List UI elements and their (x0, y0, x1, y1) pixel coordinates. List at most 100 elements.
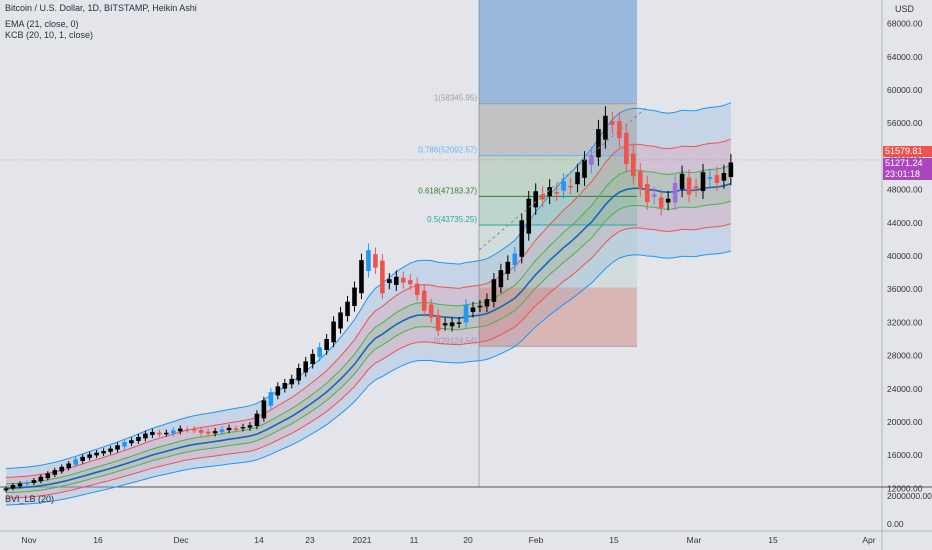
fib-extension-zone (479, 0, 637, 104)
candle-body (693, 186, 699, 189)
candle-body (589, 155, 594, 165)
candle-body (380, 260, 385, 294)
candle-body (296, 368, 302, 381)
candle-body (617, 121, 622, 139)
candle-body (700, 172, 706, 192)
candle-body (198, 429, 204, 433)
candle-body (665, 198, 671, 203)
candle-body (407, 280, 413, 285)
fib-level-label: 0(29124.54) (434, 336, 477, 345)
candle-body (170, 430, 176, 434)
time-tick-label: 15 (768, 535, 778, 545)
candle-body (24, 482, 30, 485)
fib-level-label: 1(58345.95) (434, 94, 477, 103)
candle-body (610, 121, 615, 125)
time-tick-label: 20 (463, 535, 473, 545)
price-tick-label: 44000.00 (887, 218, 923, 228)
price-tick-label: 36000.00 (887, 284, 923, 294)
candle-body (547, 187, 552, 197)
candle-body (394, 276, 399, 285)
price-tick-label: 28000.00 (887, 351, 923, 361)
fib-level-label: 0.5(43735.25) (427, 215, 477, 224)
time-tick-label: 11 (410, 535, 419, 545)
candle-body (101, 451, 106, 454)
candle-body (714, 175, 720, 183)
candle-body (143, 433, 148, 439)
fib-level-label: 0.618(47183.37) (418, 186, 477, 195)
candle-body (338, 312, 343, 329)
ema-line (5, 182, 732, 490)
candle-body (31, 480, 37, 483)
candle-body (94, 452, 99, 456)
time-tick-label: 15 (609, 535, 619, 545)
candle-body (519, 220, 525, 257)
candle-body (603, 115, 608, 140)
bvi-legend[interactable]: BVI_LB (20) (5, 494, 55, 504)
candle-body (254, 413, 260, 426)
price-tick-label: 32000.00 (887, 317, 923, 327)
candle-body (10, 485, 16, 489)
price-tick-label: 20000.00 (887, 417, 923, 427)
candle-body (554, 192, 559, 194)
candle-body (456, 322, 462, 324)
kcb-legend[interactable]: KCB (20, 10, 1, close) (5, 30, 94, 40)
candle-body (366, 250, 371, 272)
candle-body (491, 279, 497, 302)
keltner-inner-fill (6, 165, 731, 493)
candle-body (498, 270, 504, 288)
candle-body (728, 162, 734, 177)
candle-body (575, 172, 580, 185)
price-tick-label: 24000.00 (887, 384, 923, 394)
candle-body (261, 400, 267, 419)
lower-pane-tick-label: 2000000.00 (887, 491, 932, 501)
candle-body (582, 159, 587, 178)
short-position-zone (479, 287, 637, 347)
candle-body (352, 287, 357, 306)
candle-body (631, 153, 636, 177)
candle-body (345, 301, 350, 317)
candle-body (73, 459, 78, 465)
last-price-tag: 51579.81 (883, 146, 932, 157)
candle-body (157, 432, 162, 435)
candle-body (568, 185, 573, 188)
candle-body (449, 322, 455, 327)
fib-zone (479, 103, 637, 156)
currency-label[interactable]: USD (894, 4, 914, 14)
candle-body (240, 426, 246, 429)
time-tick-label: Feb (529, 535, 544, 545)
time-tick-label: 14 (254, 535, 264, 545)
candle-body (512, 253, 518, 266)
candle-body (533, 191, 539, 208)
price-tick-label: 16000.00 (887, 450, 923, 460)
fib-level-label: 0.786(52092.57) (418, 146, 477, 155)
candle-body (624, 132, 629, 164)
candle-body (526, 198, 532, 234)
candle-body (470, 307, 476, 312)
candle-body (658, 197, 664, 208)
candle-body (651, 194, 657, 197)
candle-body (3, 488, 9, 491)
candle-body (679, 173, 685, 190)
candle-body (289, 378, 295, 385)
candle-body (414, 283, 420, 296)
candle-body (477, 305, 483, 308)
candle-body (205, 431, 211, 434)
ema-legend[interactable]: EMA (21, close, 0) (5, 19, 79, 29)
candle-body (164, 432, 169, 435)
time-tick-label: Mar (687, 535, 702, 545)
candle-body (463, 304, 469, 323)
candle-body (17, 483, 23, 487)
chart-title: Bitcoin / U.S. Dollar, 1D, BITSTAMP, Hei… (5, 3, 197, 13)
countdown-tag: 23:01:18 (883, 169, 932, 180)
candle-body (129, 440, 134, 444)
price-tick-label: 12000.00 (887, 483, 923, 493)
candle-body (45, 473, 51, 479)
candles (3, 106, 734, 493)
candle-body (219, 429, 225, 433)
candle-body (637, 171, 643, 189)
time-tick-label: 16 (93, 535, 103, 545)
candle-body (115, 445, 120, 450)
keltner-inner-upper (5, 165, 732, 485)
keltner-outer-lower (5, 250, 732, 506)
